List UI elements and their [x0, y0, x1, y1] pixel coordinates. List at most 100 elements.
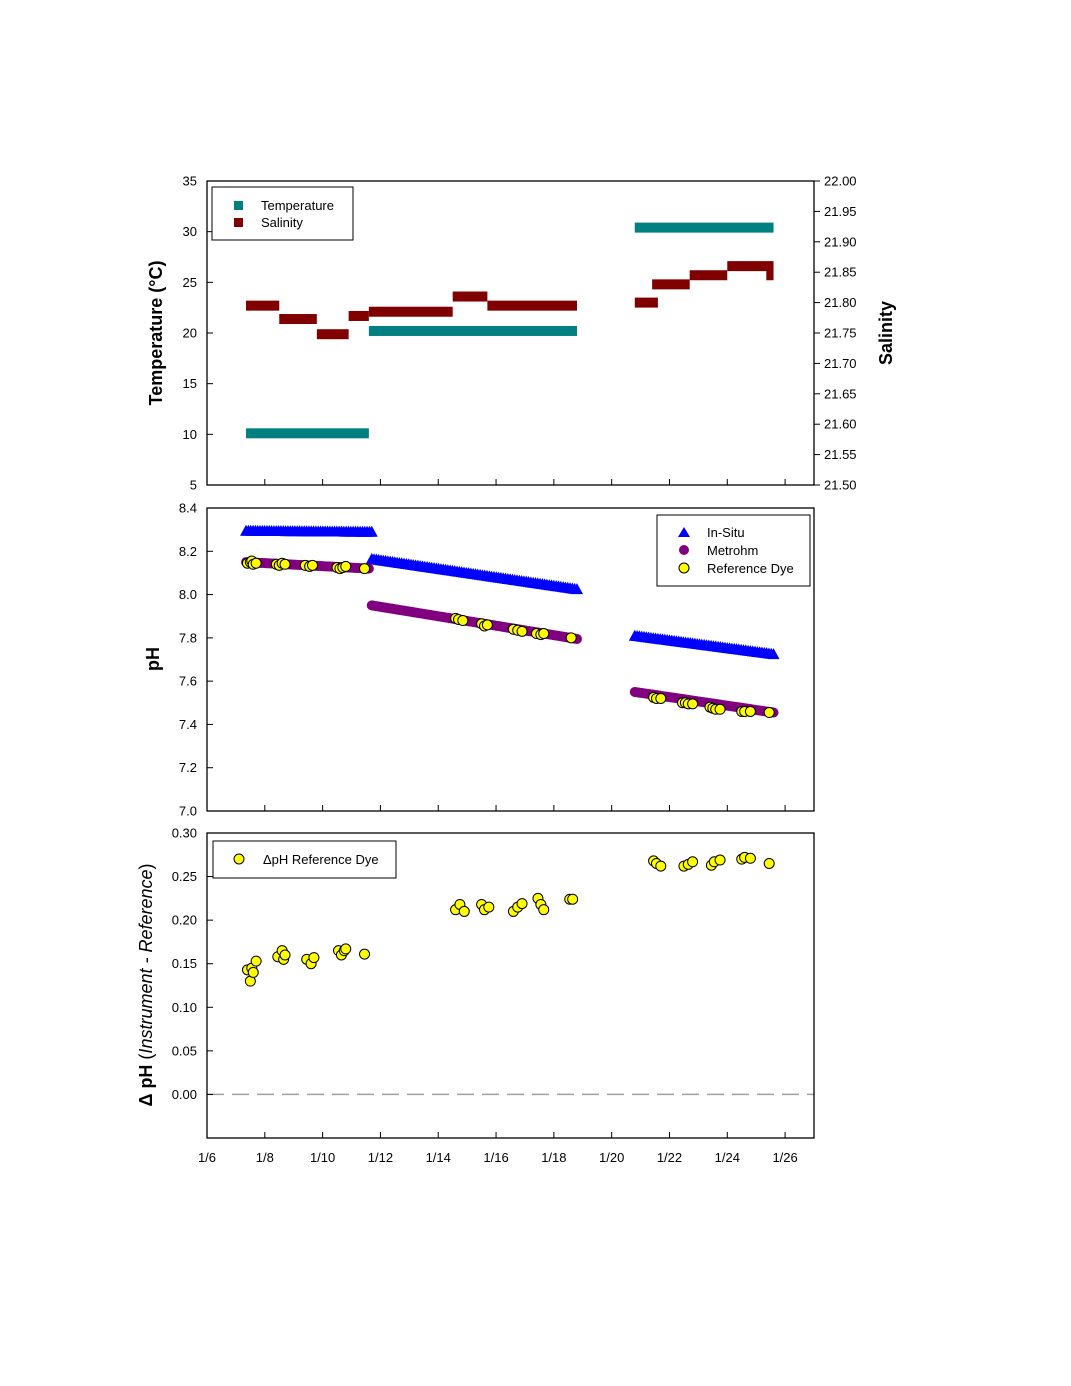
reference-dye-mark: [565, 632, 577, 644]
reference-dye-mark: [279, 558, 291, 570]
panel3-y-tick-label: 0.25: [172, 869, 197, 884]
salinity-mark: [689, 270, 728, 281]
panel3-y-axis-label-italic: Instrument - Reference: [136, 869, 156, 1053]
salinity-mark: [348, 310, 369, 321]
panel3-y-tick-label: 0.15: [172, 956, 197, 971]
panel2-y-tick-label: 7.2: [179, 760, 197, 775]
x-tick-label: 1/26: [772, 1150, 797, 1165]
ph-panel: 7.0 7.2 7.4 7.6 7.8 8.0 8.2 8.4 In-Situ Metrohm…: [143, 501, 815, 819]
panel2-y-tick-label: 7.4: [179, 717, 197, 732]
delta-ph-mark: [516, 898, 528, 910]
delta-ph-mark: [655, 860, 667, 872]
panel1-y-tick-label: 30: [183, 224, 197, 239]
insitu-mark: [365, 525, 378, 537]
reference-dye-mark: [457, 615, 469, 627]
temperature-mark: [368, 325, 577, 336]
legend-temperature-marker: [234, 201, 243, 210]
delta-ph-mark: [714, 854, 726, 866]
x-tick-label: 1/16: [483, 1150, 508, 1165]
delta-ph-mark: [308, 952, 320, 964]
salinity-mark: [652, 279, 690, 290]
salinity-mark: [487, 300, 577, 311]
panel3-y-tick-label: 0.10: [172, 1000, 197, 1015]
reference-dye-mark: [763, 707, 775, 719]
salinity-mark: [634, 297, 658, 308]
reference-dye-mark: [538, 628, 550, 640]
reference-dye-mark: [340, 560, 352, 572]
x-tick-label: 1/18: [541, 1150, 566, 1165]
panel1-y-tick-label: 35: [183, 174, 197, 189]
panel2-y-tick-label: 7.8: [179, 630, 197, 645]
delta-ph-panel: 0.00 0.05 0.10 0.15 0.20 0.25 0.30 ΔpH Referen…: [136, 826, 815, 1139]
salinity-mark: [279, 314, 317, 325]
panel1-y-tick-label: 5: [190, 478, 197, 493]
reference-dye-mark: [307, 559, 319, 571]
reference-dye-mark: [359, 563, 371, 575]
reference-dye-mark: [516, 625, 528, 637]
panel2-y-tick-label: 8.0: [179, 587, 197, 602]
panel1-y2-axis-label: Salinity: [876, 301, 896, 365]
salinity-mark: [246, 300, 280, 311]
panel1-legend: Temperature Salinity: [211, 186, 354, 241]
reference-dye-mark: [744, 705, 756, 717]
legend-salinity-label: Salinity: [261, 215, 303, 230]
x-tick-label: 1/22: [657, 1150, 682, 1165]
reference-dye-mark: [687, 698, 699, 710]
panel3-frame: [206, 832, 815, 1139]
delta-ph-mark: [250, 955, 262, 967]
legend-reference-dye-marker: [678, 562, 690, 574]
legend-temperature-label: Temperature: [261, 198, 334, 213]
legend-delta-ph-marker: [233, 853, 245, 865]
panel1-y-axis-label: Temperature (°C): [146, 261, 166, 406]
x-tick-label: 1/10: [310, 1150, 335, 1165]
panel2-y-tick-label: 7.0: [179, 804, 197, 819]
panel3-legend: ΔpH Reference Dye: [212, 840, 397, 879]
salinity-mark: [452, 291, 488, 302]
salinity-mark: [766, 270, 774, 281]
panel1-y2-tick-label: 21.75: [824, 326, 857, 341]
delta-ph-mark: [744, 852, 756, 864]
legend-metrohm-label: Metrohm: [707, 543, 758, 558]
panel3-y-tick-label: 0.05: [172, 1043, 197, 1058]
delta-ph-mark: [538, 904, 550, 916]
legend-delta-ph-label: ΔpH Reference Dye: [263, 852, 379, 867]
reference-dye-mark: [655, 692, 667, 704]
salinity-mark: [368, 306, 453, 317]
panel1-y2-tick-label: 21.60: [824, 417, 857, 432]
reference-dye-mark: [714, 703, 726, 715]
panel3-y-axis-label-open: (: [136, 1054, 156, 1060]
x-tick-label: 1/8: [256, 1150, 274, 1165]
panel1-y2-tick-label: 21.55: [824, 447, 857, 462]
x-tick-label: 1/24: [715, 1150, 740, 1165]
panel1-y-tick-label: 25: [183, 275, 197, 290]
panel1-y-tick-label: 10: [183, 427, 197, 442]
panel2-y-axis-label: pH: [143, 647, 163, 671]
panel3-y-tick-label: 0.30: [172, 826, 197, 841]
panel1-y2-tick-label: 21.50: [824, 478, 857, 493]
panel1-y2-tick-label: 21.90: [824, 234, 857, 249]
panel1-y2-tick-label: 21.80: [824, 295, 857, 310]
reference-dye-mark: [250, 557, 262, 569]
legend-metrohm-marker: [679, 545, 689, 555]
delta-ph-mark: [763, 858, 775, 869]
panel2-y-tick-label: 8.4: [179, 501, 197, 516]
insitu-mark: [570, 583, 583, 595]
reference-dye-mark: [481, 619, 493, 631]
delta-ph-mark: [247, 966, 259, 978]
delta-ph-mark: [567, 893, 579, 905]
legend-reference-dye-label: Reference Dye: [707, 561, 794, 576]
panel1-y2-tick-label: 21.70: [824, 356, 857, 371]
panel1-legend-box: [211, 186, 354, 241]
delta-ph-mark: [483, 901, 495, 913]
delta-ph-mark: [279, 949, 291, 961]
legend-salinity-marker: [234, 218, 243, 227]
salinity-mark: [727, 261, 774, 272]
panel1-y-tick-label: 15: [183, 376, 197, 391]
x-tick-label: 1/12: [368, 1150, 393, 1165]
panel2-frame: [206, 507, 815, 812]
panel2-legend: In-Situ Metrohm Reference Dye: [656, 514, 811, 587]
delta-ph-mark: [687, 856, 699, 868]
panel1-y2-tick-label: 21.65: [824, 386, 857, 401]
legend-insitu-marker: [678, 527, 690, 537]
temperature-mark: [634, 222, 774, 233]
